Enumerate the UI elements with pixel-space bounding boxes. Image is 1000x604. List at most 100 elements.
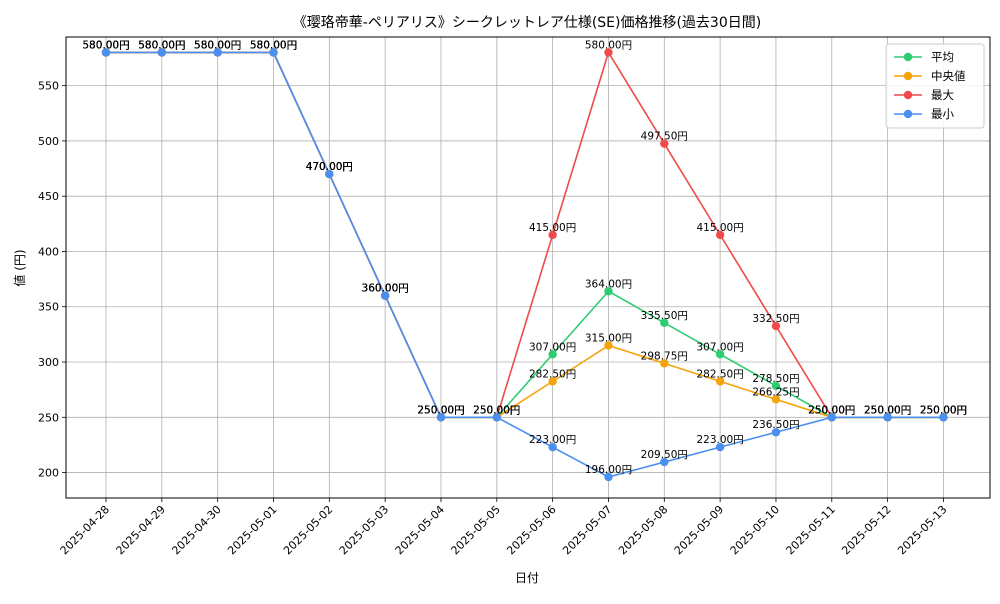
data-point xyxy=(771,428,781,437)
data-label: 250.00円 xyxy=(920,404,967,416)
data-label: 250.00円 xyxy=(473,404,520,416)
data-label: 298.75円 xyxy=(641,350,688,362)
data-point xyxy=(604,287,613,296)
data-label: 282.50円 xyxy=(697,368,744,380)
data-label: 315.00円 xyxy=(585,332,632,344)
data-point xyxy=(715,442,725,452)
data-point xyxy=(715,350,725,359)
data-label: 580.00円 xyxy=(82,39,129,51)
y-tick-label: 350 xyxy=(38,301,59,314)
data-label: 307.00円 xyxy=(529,341,576,353)
data-label: 580.00円 xyxy=(138,39,185,51)
data-point xyxy=(548,377,557,386)
data-point xyxy=(660,457,669,467)
data-label: 307.00円 xyxy=(697,341,744,353)
data-point xyxy=(157,48,167,57)
data-label: 332.50円 xyxy=(752,313,799,325)
data-label: 250.00円 xyxy=(920,404,967,416)
data-label: 364.00円 xyxy=(585,278,632,290)
y-tick-label: 250 xyxy=(38,411,59,424)
data-label: 223.00円 xyxy=(529,434,576,446)
data-label: 580.00円 xyxy=(250,39,297,51)
series-line xyxy=(106,51,944,478)
data-label: 250.00円 xyxy=(417,404,464,416)
data-label: 250.00円 xyxy=(473,404,520,416)
y-tick-label: 200 xyxy=(38,467,59,480)
x-tick-label: 2025-04-28 xyxy=(58,503,112,557)
legend-marker xyxy=(903,71,913,81)
data-label: 209.50円 xyxy=(641,449,688,461)
legend-marker xyxy=(903,90,913,100)
data-label: 415.00円 xyxy=(529,222,576,234)
data-label: 250.00円 xyxy=(473,404,520,416)
data-label: 415.00円 xyxy=(697,222,744,234)
data-point xyxy=(492,413,502,422)
legend-marker xyxy=(903,52,913,62)
data-point xyxy=(380,291,390,300)
data-point xyxy=(548,350,557,359)
data-point xyxy=(715,377,725,386)
data-label: 223.00円 xyxy=(697,434,744,446)
x-tick-label: 2025-05-05 xyxy=(449,503,503,557)
data-label: 250.00円 xyxy=(417,404,464,416)
plot-area xyxy=(65,36,991,499)
data-label: 250.00円 xyxy=(920,404,967,416)
data-label: 470.00円 xyxy=(306,161,353,173)
data-label: 580.00円 xyxy=(138,39,185,51)
x-tick-label: 2025-05-11 xyxy=(784,503,838,557)
data-label: 580.00円 xyxy=(194,39,241,51)
data-label: 250.00円 xyxy=(864,404,911,416)
data-label: 580.00円 xyxy=(250,39,297,51)
data-point xyxy=(604,472,613,482)
legend-entry: 最大 xyxy=(931,88,954,102)
data-label: 250.00円 xyxy=(473,404,520,416)
data-label: 360.00円 xyxy=(362,283,409,295)
series-line xyxy=(106,51,944,419)
data-label: 580.00円 xyxy=(82,39,129,51)
y-axis-label: 値 (円) xyxy=(12,249,27,286)
data-label: 580.00円 xyxy=(250,39,297,51)
data-label: 250.00円 xyxy=(920,404,967,416)
data-point xyxy=(548,230,557,240)
data-label: 278.50円 xyxy=(752,373,799,385)
data-label: 250.00円 xyxy=(808,404,855,416)
x-tick-label: 2025-05-12 xyxy=(839,503,893,557)
data-point xyxy=(771,321,781,331)
data-point xyxy=(436,413,446,422)
y-tick-label: 400 xyxy=(38,245,59,258)
data-label: 470.00円 xyxy=(306,161,353,173)
x-axis-label: 日付 xyxy=(515,571,539,585)
y-tick-label: 500 xyxy=(38,135,59,148)
x-tick-label: 2025-05-04 xyxy=(393,503,447,557)
data-point xyxy=(604,341,613,350)
y-tick-label: 550 xyxy=(38,80,59,93)
data-point xyxy=(269,48,278,57)
data-label: 580.00円 xyxy=(250,39,297,51)
data-point xyxy=(101,48,111,57)
data-label: 580.00円 xyxy=(138,39,185,51)
data-point xyxy=(325,169,334,179)
data-label: 266.25円 xyxy=(752,386,799,398)
data-label: 360.00円 xyxy=(362,283,409,295)
x-tick-label: 2025-05-13 xyxy=(895,503,949,557)
x-tick-label: 2025-05-10 xyxy=(728,503,782,557)
data-point xyxy=(660,318,669,327)
data-label: 360.00円 xyxy=(362,283,409,295)
data-label: 497.50円 xyxy=(641,131,688,143)
data-label: 470.00円 xyxy=(306,161,353,173)
data-label: 250.00円 xyxy=(417,404,464,416)
data-point xyxy=(771,381,781,390)
data-label: 250.00円 xyxy=(864,404,911,416)
data-label: 470.00円 xyxy=(306,161,353,173)
legend-marker xyxy=(903,109,913,119)
series-lines xyxy=(101,48,948,482)
legend-entry: 最小 xyxy=(931,107,954,121)
legend-entry: 中央値 xyxy=(931,69,966,83)
y-tick-label: 450 xyxy=(38,190,59,203)
data-label: 580.00円 xyxy=(194,39,241,51)
series-line xyxy=(106,50,944,419)
data-label: 580.00円 xyxy=(82,39,129,51)
